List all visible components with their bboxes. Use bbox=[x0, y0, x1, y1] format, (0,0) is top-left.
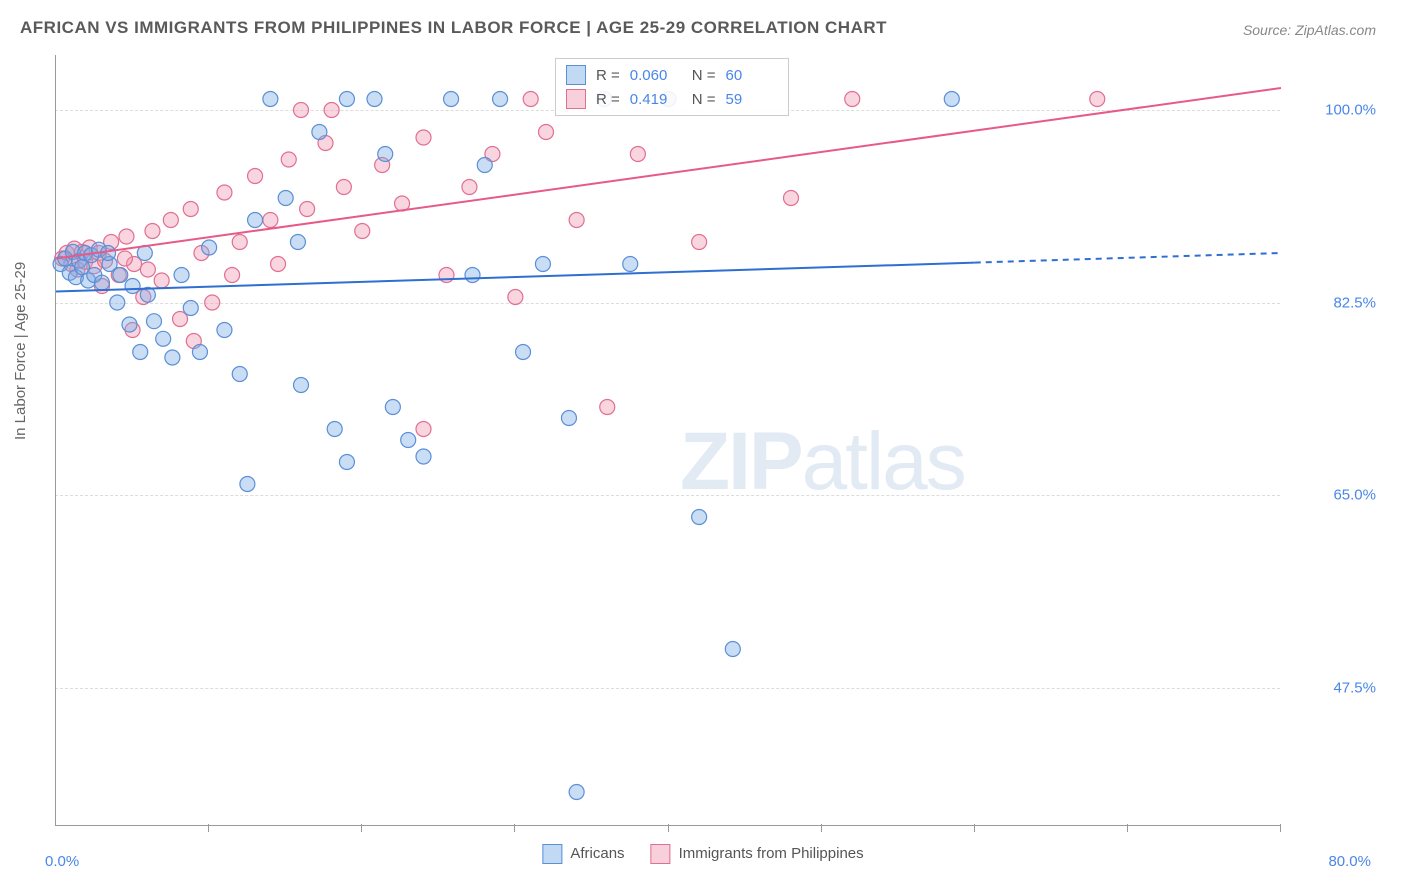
chart-title: AFRICAN VS IMMIGRANTS FROM PHILIPPINES I… bbox=[20, 18, 887, 38]
stats-n-label: N = bbox=[692, 67, 716, 84]
stats-r-label: R = bbox=[596, 91, 620, 108]
stats-swatch-philippines bbox=[566, 89, 586, 109]
legend-label-africans: Africans bbox=[570, 845, 624, 862]
x-axis-max-label: 80.0% bbox=[1328, 853, 1371, 870]
stats-r-africans: 0.060 bbox=[630, 67, 682, 84]
legend-swatch-africans bbox=[542, 844, 562, 864]
ytick-label: 47.5% bbox=[1333, 679, 1376, 696]
stats-row-philippines: R = 0.419 N = 59 bbox=[566, 87, 778, 111]
stats-n-philippines: 59 bbox=[726, 91, 778, 108]
legend-label-philippines: Immigrants from Philippines bbox=[679, 845, 864, 862]
stats-n-label: N = bbox=[692, 91, 716, 108]
chart-plot-area bbox=[55, 55, 1281, 826]
x-axis-min-label: 0.0% bbox=[45, 853, 79, 870]
correlation-stats-box: R = 0.060 N = 60 R = 0.419 N = 59 bbox=[555, 58, 789, 116]
legend-item-africans: Africans bbox=[542, 844, 624, 864]
y-axis-label: In Labor Force | Age 25-29 bbox=[12, 262, 29, 440]
legend-item-philippines: Immigrants from Philippines bbox=[651, 844, 864, 864]
ytick-label: 82.5% bbox=[1333, 294, 1376, 311]
stats-row-africans: R = 0.060 N = 60 bbox=[566, 63, 778, 87]
stats-r-philippines: 0.419 bbox=[630, 91, 682, 108]
ytick-label: 65.0% bbox=[1333, 487, 1376, 504]
stats-r-label: R = bbox=[596, 67, 620, 84]
legend: Africans Immigrants from Philippines bbox=[542, 844, 863, 864]
stats-swatch-africans bbox=[566, 65, 586, 85]
source-label: Source: ZipAtlas.com bbox=[1243, 22, 1376, 38]
ytick-label: 100.0% bbox=[1325, 102, 1376, 119]
legend-swatch-philippines bbox=[651, 844, 671, 864]
stats-n-africans: 60 bbox=[726, 67, 778, 84]
scatter-svg bbox=[56, 55, 1281, 825]
